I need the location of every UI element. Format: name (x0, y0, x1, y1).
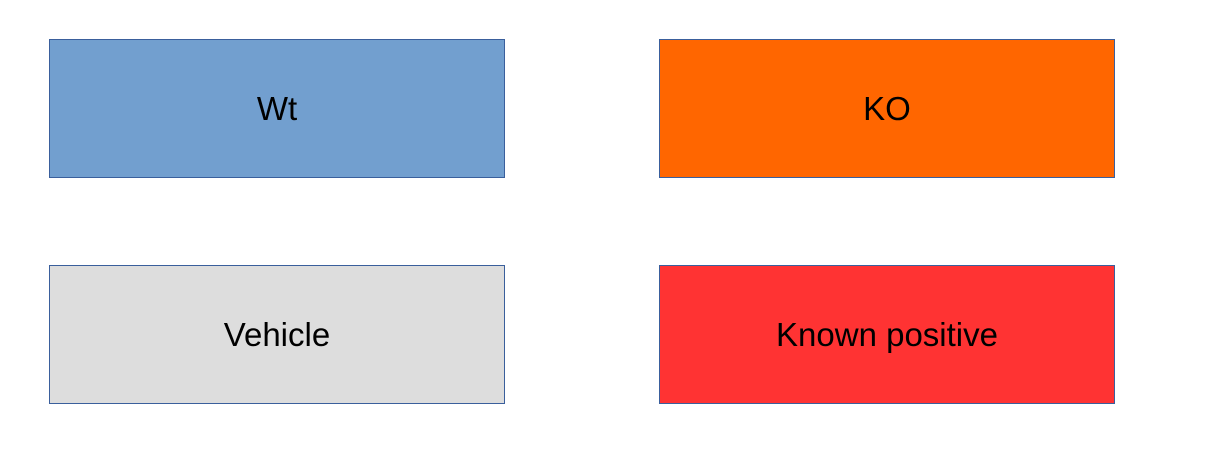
wt-box: Wt (49, 39, 505, 178)
vehicle-label: Vehicle (223, 315, 331, 353)
known-positive-label: Known positive (776, 315, 998, 353)
known-positive-box: Known positive (659, 265, 1115, 404)
ko-label: KO (863, 89, 911, 127)
wt-label: Wt (256, 89, 298, 127)
ko-box: KO (659, 39, 1115, 178)
vehicle-box: Vehicle (49, 265, 505, 404)
